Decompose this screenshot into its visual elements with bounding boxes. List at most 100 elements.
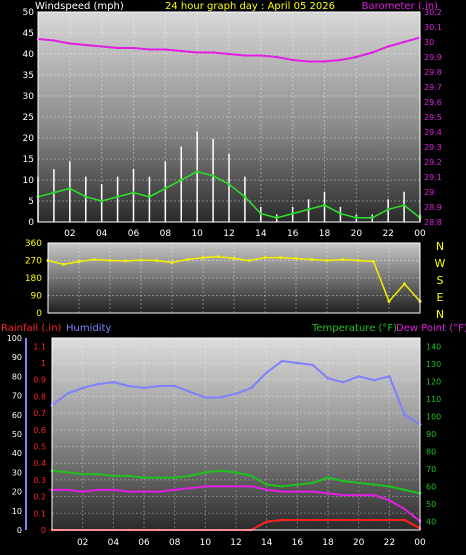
dewpoint-point xyxy=(342,493,345,497)
temperature-tick-label: 70 xyxy=(426,465,436,474)
rainfall-point xyxy=(372,518,376,522)
humidity-tick-label: 20 xyxy=(12,488,22,497)
windspeed-point xyxy=(338,212,342,216)
temperature-point xyxy=(372,483,376,486)
humidity-x-tick-label: 16 xyxy=(292,538,304,548)
temperature-point xyxy=(188,474,192,478)
humidity-point xyxy=(311,363,314,367)
rainfall-point xyxy=(342,518,345,522)
dewpoint-point xyxy=(403,507,406,511)
dewpoint-point xyxy=(142,490,146,493)
temperature-point xyxy=(112,474,115,478)
humidity-x-tick-label: 22 xyxy=(384,538,395,548)
wind-x-tick-label: 04 xyxy=(96,229,108,239)
barometer-point xyxy=(355,55,358,59)
compass-label: N xyxy=(436,308,444,321)
windspeed-label: Windspeed (mph) xyxy=(35,1,124,12)
humidity-point xyxy=(357,375,360,378)
barometer-point xyxy=(116,46,119,50)
barometer-point xyxy=(148,48,151,51)
wind-x-tick-label: 22 xyxy=(382,229,393,239)
dewpoint-point xyxy=(127,490,130,493)
rainfall-point xyxy=(326,518,330,522)
dir-plot-frame xyxy=(47,242,421,314)
rainfall-point xyxy=(296,518,299,522)
baro-tick-label: 29.1 xyxy=(424,173,442,182)
temperature-point xyxy=(127,474,130,478)
wind-tick-label: 40 xyxy=(23,50,35,60)
barometer-point xyxy=(402,40,406,44)
rain-tick-label: 0.2 xyxy=(33,493,46,502)
dewpoint-point xyxy=(250,485,253,488)
wind-direction-point xyxy=(325,259,329,262)
wind-x-tick-label: 20 xyxy=(351,229,363,239)
dewpoint-point xyxy=(81,490,84,493)
humidity-x-tick-label: 20 xyxy=(353,538,365,548)
dewpoint-point xyxy=(326,492,330,495)
humidity-tick-label: 50 xyxy=(12,430,22,439)
temperature-point xyxy=(234,471,238,474)
temperature-point xyxy=(357,481,360,485)
dir-tick-label: 0 xyxy=(36,309,42,319)
wind-tick-label: 20 xyxy=(23,134,35,144)
temperature-point xyxy=(250,474,253,478)
windspeed-point xyxy=(354,216,358,220)
windspeed-point xyxy=(116,195,120,199)
barometer-point xyxy=(68,42,72,45)
chart-title: 24 hour graph day : April 05 2026 xyxy=(165,1,335,12)
humidity-tick-label: 40 xyxy=(12,449,22,458)
humidity-tick-label: 70 xyxy=(12,392,22,401)
barometer-point xyxy=(339,58,342,62)
wind-direction-point xyxy=(387,299,391,303)
dir-tick-label: 360 xyxy=(25,239,42,249)
rain-tick-label: 0.4 xyxy=(33,459,46,468)
wind-tick-label: 30 xyxy=(23,92,35,102)
humidity-point xyxy=(250,386,253,390)
windspeed-point xyxy=(68,186,72,190)
humidity-tick-label: 90 xyxy=(12,353,22,362)
barometer-point xyxy=(323,60,326,63)
humidity-plot-area xyxy=(52,338,420,530)
rain-tick-label: 0.3 xyxy=(33,476,46,485)
windspeed-point xyxy=(243,195,247,199)
wind-direction-point xyxy=(217,255,220,259)
barometer-point xyxy=(227,52,231,56)
baro-tick-label: 29 xyxy=(424,188,434,197)
windspeed-point xyxy=(323,203,326,207)
windspeed-point xyxy=(132,191,135,195)
wind-direction-point xyxy=(279,256,282,260)
barometer-point xyxy=(259,54,263,57)
dewpoint-point xyxy=(173,488,176,492)
windspeed-point xyxy=(147,195,151,199)
baro-tick-label: 29.6 xyxy=(424,98,442,107)
rain-tick-label: 0 xyxy=(41,526,46,535)
wind-direction-point xyxy=(124,259,127,263)
barometer-point xyxy=(180,49,183,53)
windspeed-point xyxy=(402,203,406,207)
windspeed-point xyxy=(52,191,56,195)
dewpoint-point xyxy=(265,488,268,492)
humidity-point xyxy=(280,359,284,363)
temperature-point xyxy=(96,472,100,476)
humidity-point xyxy=(142,386,146,390)
humidity-x-tick-label: 12 xyxy=(230,538,241,548)
wind-direction-point xyxy=(232,257,236,261)
barometer-point xyxy=(291,58,294,62)
wind-x-tick-label: 08 xyxy=(160,229,172,239)
wind-direction-point xyxy=(310,258,313,262)
barometer-point xyxy=(371,51,374,54)
barometer-point xyxy=(100,45,103,48)
humidity-tick-label: 100 xyxy=(7,334,22,343)
rain-tick-label: 1.1 xyxy=(33,342,46,351)
dewpoint-point xyxy=(280,490,284,493)
humidity-point xyxy=(127,384,130,388)
wind-x-tick-label: 16 xyxy=(287,229,299,239)
wind-direction-point xyxy=(248,259,251,262)
humidity-x-tick-label: 04 xyxy=(108,538,120,548)
wind-x-tick-label: 12 xyxy=(223,229,234,239)
windspeed-point xyxy=(370,216,374,220)
temperature-point xyxy=(326,476,330,479)
wind-direction-point xyxy=(356,259,360,262)
wind-direction-point xyxy=(155,259,158,262)
